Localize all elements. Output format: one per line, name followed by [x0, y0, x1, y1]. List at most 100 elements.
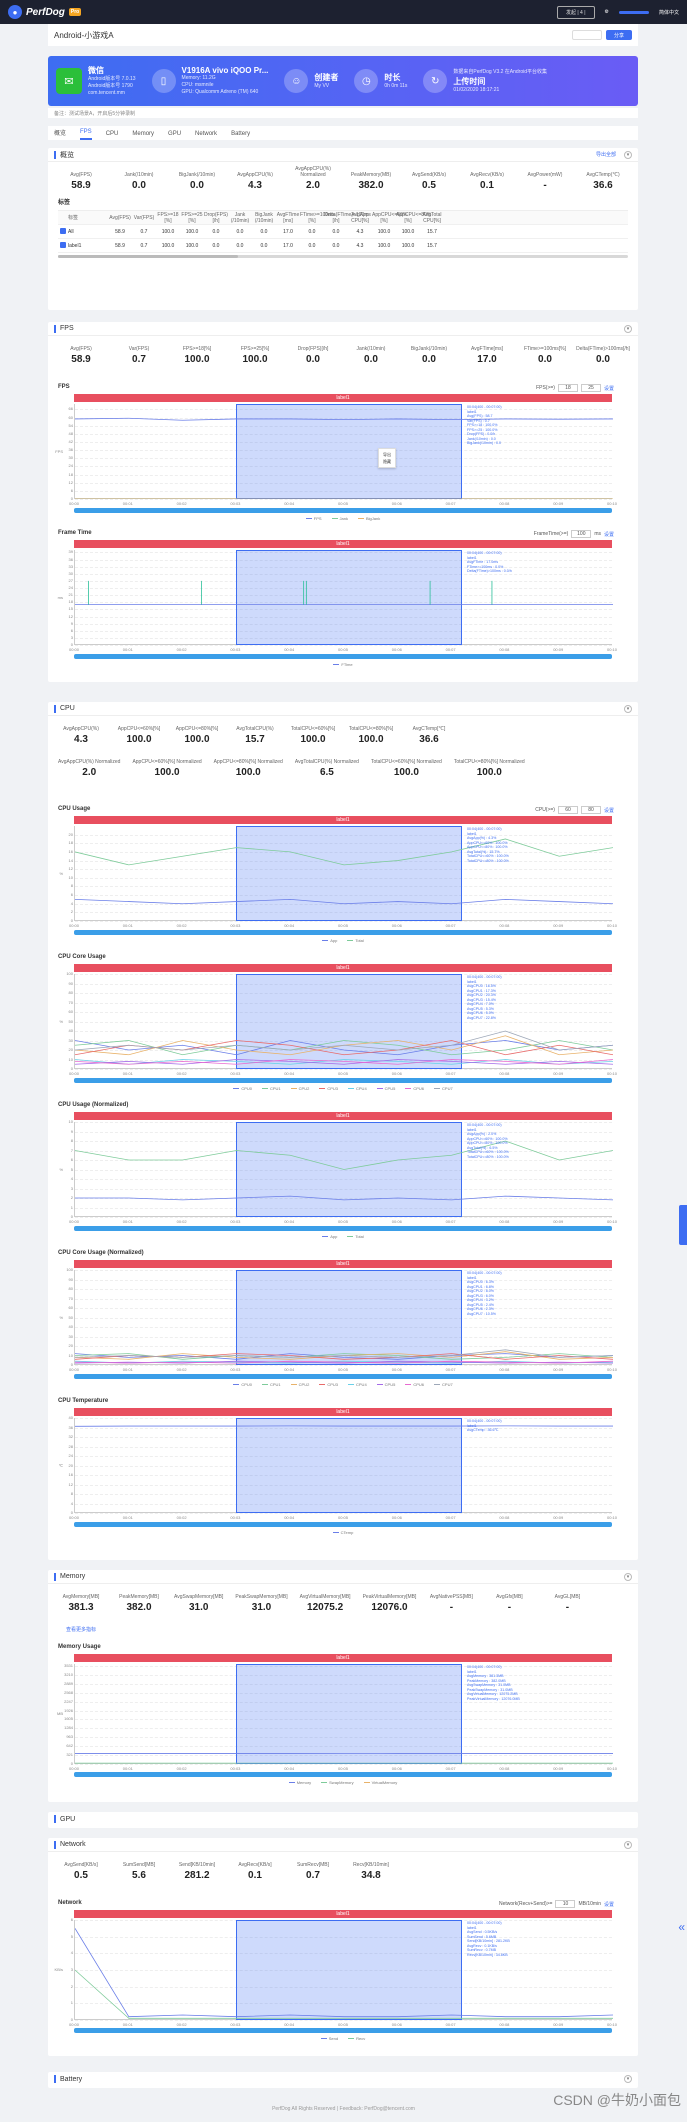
table-row[interactable]: label1 58.9 0.7 100.0 100.0 0.0 0.0 0.0 17.0 0.0 0…: [58, 239, 628, 253]
series-line-cpu5[interactable]: [75, 1059, 613, 1065]
export-all-link[interactable]: 导出全部: [595, 152, 616, 158]
range-slider[interactable]: [74, 1522, 612, 1527]
series-line-cpu4[interactable]: [75, 1360, 613, 1364]
column-header[interactable]: AppCPU<=80% [%]: [396, 211, 432, 224]
legend-item[interactable]: App: [322, 1234, 337, 1239]
collapse-toggle[interactable]: ▾: [624, 324, 632, 333]
legend-item[interactable]: CPU0: [233, 1382, 252, 1387]
tab-gpu[interactable]: GPU: [168, 131, 182, 137]
range-slider[interactable]: [74, 2028, 612, 2033]
legend-item[interactable]: CPU4: [348, 1086, 367, 1091]
range-slider[interactable]: [74, 1374, 612, 1379]
legend-item[interactable]: Total: [347, 938, 364, 943]
range-slider[interactable]: [74, 1226, 612, 1231]
collapse-toggle[interactable]: ▾: [624, 2075, 632, 2083]
settings-icon[interactable]: ⚙: [604, 9, 609, 15]
selected-range[interactable]: [236, 1920, 463, 2020]
label-bar[interactable]: label1: [74, 1654, 612, 1662]
legend-item[interactable]: CPU3: [319, 1382, 338, 1387]
legend-item[interactable]: CPU4: [348, 1382, 367, 1387]
column-header[interactable]: Delta(FTime)>100ms [/h]: [324, 211, 371, 224]
series-line-cpu1[interactable]: [75, 1040, 613, 1056]
legend-item[interactable]: CPU6: [405, 1086, 424, 1091]
legend-item[interactable]: CPU0: [233, 1086, 252, 1091]
column-header[interactable]: Drop(FPS) [/h]: [204, 211, 228, 224]
launch-button[interactable]: 发起 | 4 |: [556, 5, 595, 19]
column-header[interactable]: Jank (/10min): [230, 211, 250, 224]
row-checkbox[interactable]: [58, 241, 68, 250]
side-feedback-tab[interactable]: [679, 1205, 687, 1245]
series-line-cpu1[interactable]: [75, 1353, 613, 1360]
apply-button[interactable]: 设置: [603, 807, 614, 814]
selected-range[interactable]: [236, 1122, 463, 1217]
column-header[interactable]: 标签: [68, 215, 79, 221]
legend-item[interactable]: CPU2: [290, 1086, 309, 1091]
net-threshold[interactable]: 10: [555, 1900, 576, 1908]
label-bar[interactable]: label1: [74, 394, 612, 402]
context-menu[interactable]: 导出 隐藏: [378, 448, 396, 468]
collapse-toggle[interactable]: ▾: [624, 1572, 632, 1581]
series-line-recv[interactable]: [75, 1969, 613, 2019]
legend-item[interactable]: CPU7: [434, 1086, 453, 1091]
selected-range[interactable]: [236, 1664, 463, 1764]
legend-item[interactable]: FTime: [333, 662, 353, 667]
range-slider[interactable]: [74, 930, 612, 935]
plot-area[interactable]: 0 6 12 18 24 30 36 42 48 54 60 66 00:00 00:01 00:02 00:…: [55, 404, 617, 506]
legend-item[interactable]: BigJank: [358, 516, 380, 521]
series-line-cpu0[interactable]: [75, 1353, 613, 1360]
plot-area[interactable]: 0 321 642 963 1284 1605 1926 2247 2568 2889 3210 35…: [57, 1663, 617, 1771]
legend-item[interactable]: VirtualMemory: [363, 1780, 397, 1785]
label-bar[interactable]: label1: [74, 1408, 612, 1416]
selected-range[interactable]: [236, 1418, 463, 1513]
plot-area[interactable]: 0 3 6 9 12 15 18 21 24 27 30 33 36 39 00:00 00:01 00:02 0…: [58, 549, 617, 652]
column-header[interactable]: AvgTotal CPU[%]: [422, 211, 442, 224]
plot-area[interactable]: 0 4 8 12 16 20 24 28 32 36 40 00:00 00:01 00:02 00:03 0…: [59, 1415, 618, 1520]
tab-memory[interactable]: Memory: [132, 131, 155, 137]
fps-threshold-1[interactable]: 18: [557, 384, 578, 392]
series-line-cpu7[interactable]: [75, 1349, 613, 1358]
tab-battery[interactable]: Battery: [231, 131, 251, 137]
column-header[interactable]: AvgApp CPU[%]: [351, 211, 369, 224]
label-bar[interactable]: label1: [74, 1112, 612, 1120]
series-line-send[interactable]: [75, 1928, 613, 2018]
table-scrollbar[interactable]: [58, 255, 628, 258]
series-line-app[interactable]: [75, 1195, 613, 1201]
plot-area[interactable]: 0 1 2 3 4 5 6 7 8 9 10 00:00 00:01 00:02 00:03 00:04 00:…: [59, 1119, 617, 1224]
range-slider[interactable]: [74, 508, 612, 513]
legend-item[interactable]: Send: [320, 2036, 338, 2041]
tab-network[interactable]: Network: [195, 131, 218, 137]
column-header[interactable]: AppCPU<=60% [%]: [372, 211, 408, 224]
series-line-total[interactable]: [75, 1140, 613, 1170]
tab-cpu[interactable]: CPU: [105, 131, 119, 137]
collapse-arrow-icon[interactable]: «: [678, 1920, 685, 1934]
plot-area[interactable]: 0 2 4 6 8 10 12 14 16 18 20 00:00 00:01 00:02 00:03 00:…: [59, 826, 617, 928]
series-line-cpu4[interactable]: [75, 1059, 613, 1065]
selected-range[interactable]: [236, 550, 463, 645]
range-slider[interactable]: [74, 1078, 612, 1083]
plot-area[interactable]: 0 1 2 3 4 5 6 00:00 00:01 00:02 00:03 00:04 00:05 00:…: [55, 1917, 617, 2027]
series-line-fps[interactable]: [75, 417, 613, 421]
collapse-toggle[interactable]: ▾: [624, 150, 632, 159]
legend-item[interactable]: App: [322, 938, 337, 943]
legend-item[interactable]: SwapMemory: [321, 1780, 354, 1785]
menu-hide[interactable]: 隐藏: [383, 459, 391, 464]
column-header[interactable]: BigJank (/10min): [254, 211, 274, 224]
plot-area[interactable]: 0 10 20 30 40 50 60 70 80 90 100 00:00 00:01 00:02 00:…: [59, 1267, 617, 1372]
selected-range[interactable]: [236, 826, 463, 921]
legend-item[interactable]: CPU6: [405, 1382, 424, 1387]
legend-item[interactable]: CPU2: [290, 1382, 309, 1387]
brand-logo[interactable]: ● PerfDog Pro: [8, 5, 82, 19]
legend-item[interactable]: FPS: [305, 516, 322, 521]
language-select[interactable]: 简体中文: [658, 9, 679, 16]
legend-item[interactable]: CPU3: [319, 1086, 338, 1091]
share-button[interactable]: 分享: [605, 30, 632, 40]
range-slider[interactable]: [74, 654, 612, 659]
apply-button[interactable]: 设置: [603, 1901, 614, 1908]
search-box[interactable]: [571, 30, 602, 40]
column-header[interactable]: Var(FPS): [133, 214, 155, 221]
legend-item[interactable]: CPU5: [376, 1086, 395, 1091]
label-bar[interactable]: label1: [74, 540, 612, 548]
legend-item[interactable]: CPU1: [261, 1086, 281, 1091]
column-header[interactable]: Avg(FPS): [109, 214, 131, 221]
cpu-threshold-2[interactable]: 80: [580, 806, 601, 814]
